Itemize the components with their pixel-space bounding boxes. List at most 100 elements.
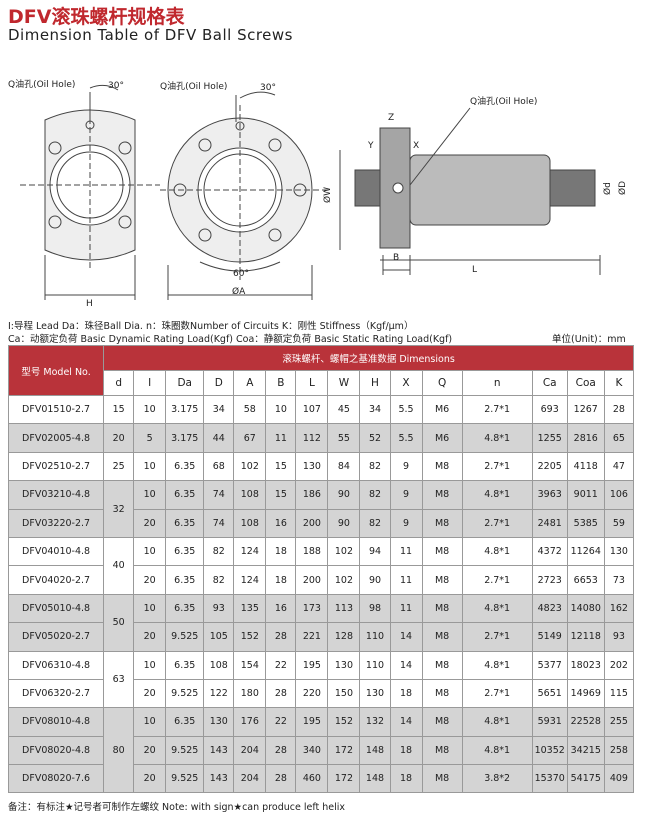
value-cell: 5651 [531, 678, 568, 709]
value-cell: 4.8*1 [461, 650, 533, 680]
table-row: DFV04020-2.7 20 6.35 82 124 18 200 102 90 11 M8 2.7… [7, 565, 635, 595]
value-cell: 143 [203, 735, 235, 766]
value-cell: 55 [327, 423, 361, 453]
table-row: DFV08020-4.8 20 9.525 143 204 28 340 172 148 18 M8… [7, 735, 635, 766]
value-cell: 2723 [531, 565, 568, 595]
value-cell: 74 [203, 508, 235, 538]
value-cell: 195 [295, 650, 329, 680]
note: 备注：有标注★记号者可制作左螺纹 Note: with sign★can pro… [8, 802, 346, 813]
value-cell: M8 [421, 536, 463, 567]
value-cell: 18 [389, 678, 423, 709]
value-cell: 188 [295, 536, 329, 567]
value-cell: 5377 [531, 650, 568, 680]
column-header: Ca [531, 370, 568, 396]
column-header: n [461, 370, 533, 396]
value-cell: 14080 [566, 593, 605, 624]
legend-line: I:导程 Lead Da：珠径Ball Dia. n：珠圈数Number of … [8, 321, 414, 332]
value-cell: 180 [233, 678, 267, 709]
table-row: DFV06310-4.8 63 10 6.35 108 154 22 195 130 110 14 M… [7, 650, 635, 709]
value-cell: 5.5 [389, 423, 423, 453]
model-cell: DFV03210-4.8 [7, 480, 105, 510]
value-cell: M8 [421, 622, 463, 652]
value-cell: 409 [603, 764, 635, 794]
model-cell: DFV08010-4.8 [7, 707, 105, 737]
value-cell: 93 [603, 622, 635, 652]
model-cell: DFV06320-2.7 [7, 678, 105, 709]
value-cell: 94 [359, 536, 391, 567]
column-header: L [295, 370, 329, 396]
value-cell: 124 [233, 536, 267, 567]
value-cell: 82 [359, 508, 391, 538]
angle-label: 60° [233, 269, 249, 279]
value-cell: 20 [133, 735, 167, 766]
column-header: D [203, 370, 235, 396]
value-cell: 10 [265, 394, 297, 425]
model-cell: DFV05020-2.7 [7, 622, 105, 652]
table-row: DFV03220-2.7 20 6.35 74 108 16 200 90 82 9 M8 2.7*1… [7, 508, 635, 538]
value-cell: 173 [295, 593, 329, 624]
value-cell: 124 [233, 565, 267, 595]
dimension-label: ØW [322, 187, 333, 203]
value-cell: 4.8*1 [461, 593, 533, 624]
value-cell: M8 [421, 650, 463, 680]
column-header: W [327, 370, 361, 396]
value-cell: 90 [359, 565, 391, 595]
table-row: DFV03210-4.8 32 10 6.35 74 108 15 186 90 82 9 M8 4.8… [7, 480, 635, 538]
value-cell: 28 [265, 735, 297, 766]
value-cell: 10 [133, 451, 167, 482]
value-cell: 135 [233, 593, 267, 624]
value-cell: 195 [295, 707, 329, 737]
value-cell: 11 [265, 423, 297, 453]
value-cell: 3963 [531, 480, 568, 510]
model-cell: DFV08020-7.6 [7, 764, 105, 794]
value-cell: 132 [359, 707, 391, 737]
value-cell: M8 [421, 764, 463, 794]
title-cn: DFV滚珠螺杆规格表 [8, 6, 185, 28]
value-cell: 150 [327, 678, 361, 709]
value-cell: 74 [203, 480, 235, 510]
value-cell: 10 [133, 593, 167, 624]
value-cell: 148 [359, 764, 391, 794]
d-cell: 15 [103, 394, 135, 425]
oil-hole-label: Q油孔(Oil Hole) [8, 78, 75, 90]
value-cell: 82 [203, 536, 235, 567]
value-cell: 28 [265, 622, 297, 652]
value-cell: 200 [295, 508, 329, 538]
value-cell: 148 [359, 735, 391, 766]
value-cell: 693 [531, 394, 568, 425]
value-cell: 4.8*1 [461, 480, 533, 510]
d-cell: 32 [103, 480, 135, 538]
value-cell: 20 [133, 508, 167, 538]
column-header: B [265, 370, 297, 396]
value-cell: 105 [203, 622, 235, 652]
value-cell: 110 [359, 650, 391, 680]
oil-hole-label: Q油孔(Oil Hole) [470, 95, 537, 107]
model-cell: DFV04020-2.7 [7, 565, 105, 595]
value-cell: M8 [421, 480, 463, 510]
value-cell: 18023 [566, 650, 605, 680]
column-header: K [603, 370, 635, 396]
value-cell: 73 [603, 565, 635, 595]
table-row: DFV08010-4.8 80 10 6.35 130 176 22 195 152 132 14 M… [7, 707, 635, 794]
value-cell: 20 [133, 764, 167, 794]
group-header: 滚珠螺杆、螺帽之基准数据 Dimensions [103, 345, 634, 371]
value-cell: 9.525 [165, 764, 205, 794]
value-cell: M8 [421, 678, 463, 709]
value-cell: 6.35 [165, 707, 205, 737]
value-cell: 6.35 [165, 593, 205, 624]
dimension-label: B [393, 253, 399, 263]
value-cell: M8 [421, 735, 463, 766]
value-cell: 106 [603, 480, 635, 510]
value-cell: 204 [233, 764, 267, 794]
value-cell: 6.35 [165, 650, 205, 680]
column-header: I [133, 370, 167, 396]
value-cell: 4.8*1 [461, 536, 533, 567]
column-header: d [103, 370, 135, 396]
value-cell: 130 [327, 650, 361, 680]
value-cell: 172 [327, 735, 361, 766]
value-cell: 10 [133, 480, 167, 510]
value-cell: 130 [295, 451, 329, 482]
value-cell: 10 [133, 394, 167, 425]
value-cell: 11 [389, 536, 423, 567]
value-cell: 115 [603, 678, 635, 709]
